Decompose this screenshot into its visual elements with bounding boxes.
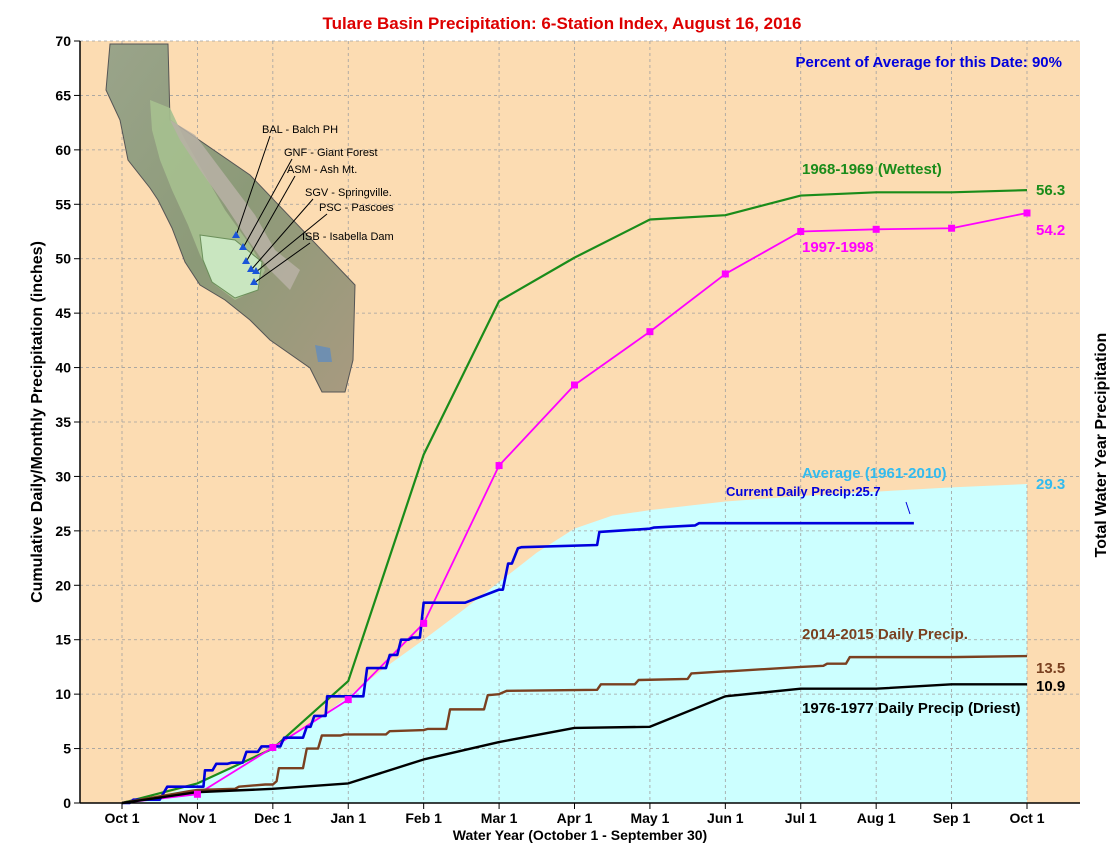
y-tick-label: 65 (55, 87, 71, 103)
y-tick-label: 5 (63, 741, 71, 757)
y-tick-label: 30 (55, 468, 71, 484)
station-triangle-icon (247, 265, 255, 272)
y-tick-label: 15 (55, 632, 71, 648)
x-tick-label: Feb 1 (405, 810, 442, 826)
station-label-gnf: GNF - Giant Forest (284, 147, 378, 159)
station-label-asm: ASM - Ash Mt. (287, 164, 357, 176)
station-leader-line (255, 213, 328, 273)
end-value-driest: 10.9 (1036, 678, 1065, 695)
station-triangle-icon (252, 267, 260, 274)
station-label-psc: PSC - Pascoes (319, 202, 394, 214)
station-triangle-icon (239, 243, 247, 250)
lake (315, 345, 332, 362)
y-tick-label: 60 (55, 142, 71, 158)
y-tick-label: 35 (55, 414, 71, 430)
x-tick-label: Jun 1 (707, 810, 744, 826)
x-tick-label: Jul 1 (785, 810, 817, 826)
y-tick-label: 25 (55, 523, 71, 539)
x-ticks: Oct 1 Nov 1 Dec 1 Jan 1 Feb 1 Mar 1 Apr 1 May 1… (104, 803, 1045, 826)
sierra-nevada (170, 120, 300, 290)
label-2015: 2014-2015 Daily Precip. (802, 626, 968, 643)
label-average: Average (1961-2010) (802, 465, 947, 482)
x-tick-label: Oct 1 (1009, 810, 1044, 826)
series-line-current (122, 521, 914, 805)
station-label-bal: BAL - Balch PH (262, 124, 338, 136)
end-value-2015: 13.5 (1036, 660, 1065, 677)
end-value-wettest: 56.3 (1036, 182, 1065, 199)
station-label-isb: ISB - Isabella Dam (302, 231, 394, 243)
y-tick-label: 55 (55, 196, 71, 212)
end-value-average: 29.3 (1036, 476, 1065, 493)
data-point-1997 (495, 462, 503, 470)
data-point-1997 (646, 328, 654, 336)
station-leader-line (253, 242, 311, 284)
grid-lines (80, 40, 1080, 803)
label-current: Current Daily Precip:25.7 (726, 484, 881, 499)
tulare-basin (199, 234, 263, 299)
data-point-1997 (872, 225, 880, 233)
y-tick-label: 70 (55, 33, 71, 49)
data-point-1997 (193, 790, 201, 798)
series-line-driest (121, 683, 1027, 805)
y-tick-label: 45 (55, 305, 71, 321)
y-axis-label: Cumulative Daily/Monthly Precipitation (… (29, 241, 46, 603)
data-point-1997 (1023, 209, 1031, 217)
end-value-1997: 54.2 (1036, 222, 1065, 239)
label-1997: 1997-1998 (802, 239, 874, 256)
data-point-1997 (721, 270, 729, 278)
series-line-y2015 (121, 654, 1028, 805)
x-tick-label: Nov 1 (178, 810, 216, 826)
data-point-1997 (797, 228, 805, 235)
y-ticks: 0 5 10 15 20 25 30 35 40 45 50 55 60 65 70 (55, 33, 80, 811)
station-leader-line (250, 198, 314, 271)
current-label-arrow (905, 501, 911, 515)
label-driest: 1976-1977 Daily Precip (Driest) (802, 700, 1020, 717)
marker-layer (193, 209, 1031, 798)
station-label-sgv: SGV - Springville. (305, 187, 392, 199)
station-leader-line (242, 158, 293, 249)
label-wettest: 1968-1969 (Wettest) (802, 161, 942, 178)
x-tick-label: Apr 1 (557, 810, 593, 826)
california-map-inset: BAL - Balch PH GNF - Giant Forest ASM - As… (105, 43, 394, 393)
station-triangle-icon (250, 278, 258, 285)
station-leader-line (235, 135, 271, 237)
chart-title: Tulare Basin Precipitation: 6-Station In… (323, 14, 802, 33)
x-axis-label: Water Year (October 1 - September 30) (453, 827, 707, 843)
y-tick-label: 10 (55, 686, 71, 702)
data-point-1997 (269, 743, 277, 751)
x-tick-label: Sep 1 (933, 810, 971, 826)
station-triangle-icon (242, 257, 250, 264)
data-point-1997 (344, 696, 352, 704)
x-tick-label: Mar 1 (481, 810, 518, 826)
right-axis-label: Total Water Year Precipitation (1093, 333, 1110, 558)
data-point-1997 (948, 224, 956, 232)
x-tick-label: May 1 (630, 810, 669, 826)
y-tick-label: 50 (55, 251, 71, 267)
x-tick-label: Jan 1 (330, 810, 366, 826)
data-point-1997 (420, 619, 428, 627)
y-tick-label: 40 (55, 360, 71, 376)
station-triangle-icon (232, 231, 240, 238)
y-tick-label: 20 (55, 577, 71, 593)
x-tick-label: Oct 1 (104, 810, 139, 826)
station-leader-line (245, 175, 296, 263)
x-tick-label: Dec 1 (254, 810, 292, 826)
station-labels: BAL - Balch PH GNF - Giant Forest ASM - As… (232, 124, 394, 285)
data-point-1997 (571, 381, 578, 389)
y-tick-label: 0 (63, 795, 71, 811)
x-tick-label: Aug 1 (857, 810, 896, 826)
percent-of-average-note: Percent of Average for this Date: 90% (796, 54, 1062, 71)
